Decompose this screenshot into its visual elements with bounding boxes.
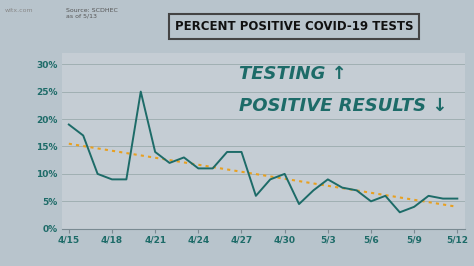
Text: PERCENT POSITIVE COVID-19 TESTS: PERCENT POSITIVE COVID-19 TESTS [174,20,413,33]
Text: witx.com: witx.com [5,8,33,13]
Text: POSITIVE RESULTS ↓: POSITIVE RESULTS ↓ [239,97,447,115]
Text: TESTING ↑: TESTING ↑ [239,65,346,83]
Text: Source: SCDHEC
as of 5/13: Source: SCDHEC as of 5/13 [66,8,118,19]
